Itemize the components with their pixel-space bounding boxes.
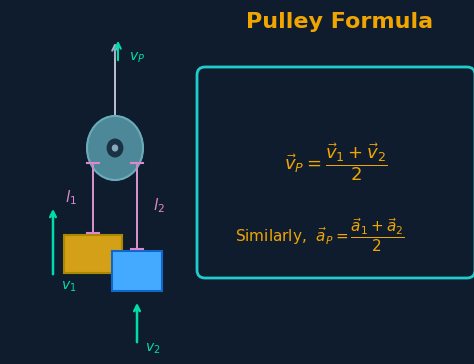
Text: Pulley Formula: Pulley Formula <box>246 12 434 32</box>
Text: $v_2$: $v_2$ <box>145 342 160 356</box>
Text: $l_2$: $l_2$ <box>153 197 165 215</box>
Text: $m_2$: $m_2$ <box>127 264 147 278</box>
Ellipse shape <box>107 139 123 157</box>
Text: $v_P$: $v_P$ <box>129 51 145 65</box>
FancyBboxPatch shape <box>112 251 162 291</box>
Ellipse shape <box>87 116 143 180</box>
Text: $\vec{v}_P = \dfrac{\vec{v}_1 + \vec{v}_2}{2}$: $\vec{v}_P = \dfrac{\vec{v}_1 + \vec{v}_… <box>284 141 388 183</box>
Text: $l_1$: $l_1$ <box>65 189 77 207</box>
Text: $m_1$: $m_1$ <box>82 247 103 261</box>
Text: Similarly,  $\vec{a}_P = \dfrac{\vec{a}_1 + \vec{a}_2}{2}$: Similarly, $\vec{a}_P = \dfrac{\vec{a}_1… <box>235 216 405 254</box>
Text: $v_1$: $v_1$ <box>61 280 76 294</box>
Ellipse shape <box>112 145 118 151</box>
FancyBboxPatch shape <box>64 235 122 273</box>
